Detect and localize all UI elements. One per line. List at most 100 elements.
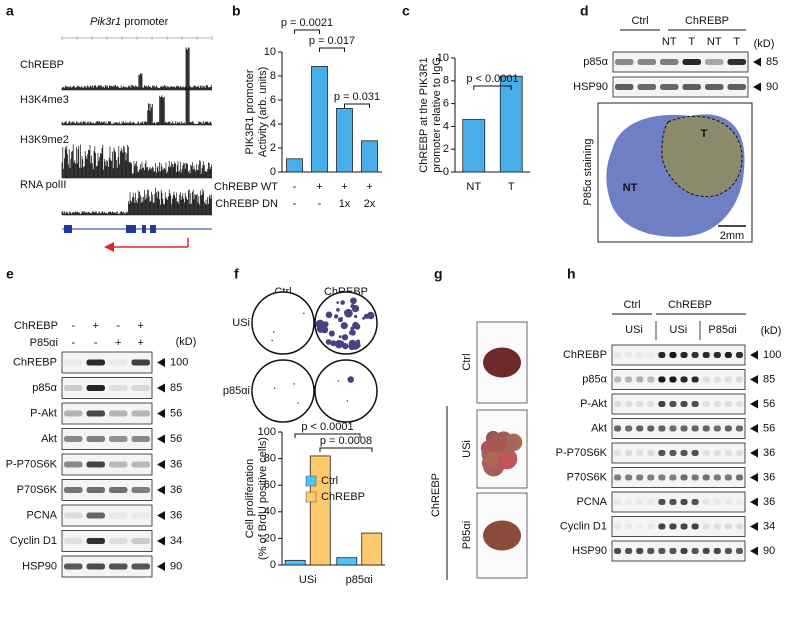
blot-band xyxy=(625,352,633,358)
y-axis-label: Cell proliferation xyxy=(244,459,256,538)
condition-sign: - xyxy=(71,337,75,349)
blot-band xyxy=(713,425,721,432)
blot-band xyxy=(86,385,105,391)
blot-band xyxy=(625,548,633,554)
blot-band xyxy=(682,84,701,90)
blot-band xyxy=(64,410,83,417)
blot-frame xyxy=(611,442,746,464)
arrow-head xyxy=(750,399,758,409)
arrow-head xyxy=(750,546,758,556)
blot-band xyxy=(702,523,710,530)
blot-band xyxy=(669,499,677,505)
blot-label: P-Akt xyxy=(30,407,57,419)
blot-frame xyxy=(611,369,746,390)
tss-arrow-head xyxy=(104,242,114,252)
blot-band xyxy=(702,376,710,383)
blot-label: PCNA xyxy=(26,509,57,521)
blot-band xyxy=(131,359,150,366)
plate xyxy=(314,359,378,423)
blot-band xyxy=(669,376,677,383)
row-label: P85αi xyxy=(461,521,473,549)
colony xyxy=(347,376,355,383)
blot-band xyxy=(669,474,677,481)
row-label: p85αi xyxy=(223,385,250,397)
colony xyxy=(339,316,343,320)
condition-sign: + xyxy=(115,337,121,349)
blot-band xyxy=(614,548,622,554)
blot-band xyxy=(637,59,656,65)
condition-label: 2x xyxy=(364,198,376,210)
blot-band xyxy=(680,352,688,358)
blot-band xyxy=(660,84,679,90)
kd-label: 85 xyxy=(763,373,775,385)
colony xyxy=(337,380,340,382)
panel-letter: g xyxy=(434,266,443,282)
blot-band xyxy=(636,548,644,554)
blot-band xyxy=(724,523,732,530)
blot-band xyxy=(691,523,699,530)
colony xyxy=(336,301,340,304)
blot-band xyxy=(86,563,105,570)
blot-band xyxy=(691,376,699,383)
blot-band xyxy=(637,84,656,90)
y-tick-label: 40 xyxy=(264,506,276,518)
blot-band xyxy=(735,425,743,432)
bar xyxy=(311,66,328,173)
blot-band xyxy=(724,401,732,407)
y-tick-label: 20 xyxy=(264,532,276,544)
blot-band xyxy=(614,425,622,432)
blot-band xyxy=(131,461,150,468)
condition-name: ChREBP WT xyxy=(214,181,278,193)
blot-label: P-P70S6K xyxy=(556,447,608,459)
colony xyxy=(352,321,360,329)
blot-label: Akt xyxy=(41,433,57,445)
blot-band xyxy=(669,450,677,456)
blot-frame xyxy=(611,418,746,439)
y-tick-label: 6 xyxy=(443,98,449,110)
y-axis-label: ChREBP at the PIK3R1 xyxy=(418,57,430,172)
blot-band xyxy=(713,352,721,358)
blot-band xyxy=(615,59,634,65)
legend-label: ChREBP xyxy=(321,491,365,503)
blot-band xyxy=(669,352,677,358)
blot-band xyxy=(64,359,83,366)
kd-label: 100 xyxy=(170,356,188,368)
track-label: RNA polII xyxy=(20,179,66,191)
liver-nodule xyxy=(489,433,508,452)
y-axis-label: promoter relative to IgG xyxy=(431,57,443,173)
exon xyxy=(64,225,72,233)
kd-label: 36 xyxy=(170,484,182,496)
kd-label: 90 xyxy=(766,81,778,93)
colony xyxy=(321,326,329,334)
blot-band xyxy=(658,523,666,530)
liver-nodule xyxy=(496,448,518,470)
legend-swatch xyxy=(305,475,317,487)
exon xyxy=(126,225,136,233)
blot-band xyxy=(724,352,732,358)
blot-band xyxy=(735,523,743,530)
colony xyxy=(355,339,361,344)
blot-band xyxy=(669,401,677,407)
kd-label: 56 xyxy=(170,407,182,419)
blot-label: p85α xyxy=(32,382,57,394)
blot-band xyxy=(658,401,666,407)
arrow-head xyxy=(157,358,165,367)
blot-frame xyxy=(61,453,153,476)
blot-band xyxy=(614,523,622,530)
track-signal xyxy=(61,47,212,90)
y-axis-label: (% of BrdU positive cells) xyxy=(257,437,269,560)
blot-band xyxy=(658,425,666,432)
exon xyxy=(142,225,146,233)
legend-swatch xyxy=(305,491,317,503)
blot-band xyxy=(64,436,83,442)
condition-sign: - xyxy=(116,320,120,332)
blot-band xyxy=(735,548,743,554)
arrow-head xyxy=(157,460,165,469)
condition-label: + xyxy=(341,181,347,193)
condition-name: ChREBP xyxy=(14,320,58,332)
colony xyxy=(348,339,357,348)
bar xyxy=(336,557,358,566)
blot-band xyxy=(64,385,83,391)
p-value: p < 0.0001 xyxy=(466,73,518,85)
arrow-head xyxy=(753,82,761,92)
